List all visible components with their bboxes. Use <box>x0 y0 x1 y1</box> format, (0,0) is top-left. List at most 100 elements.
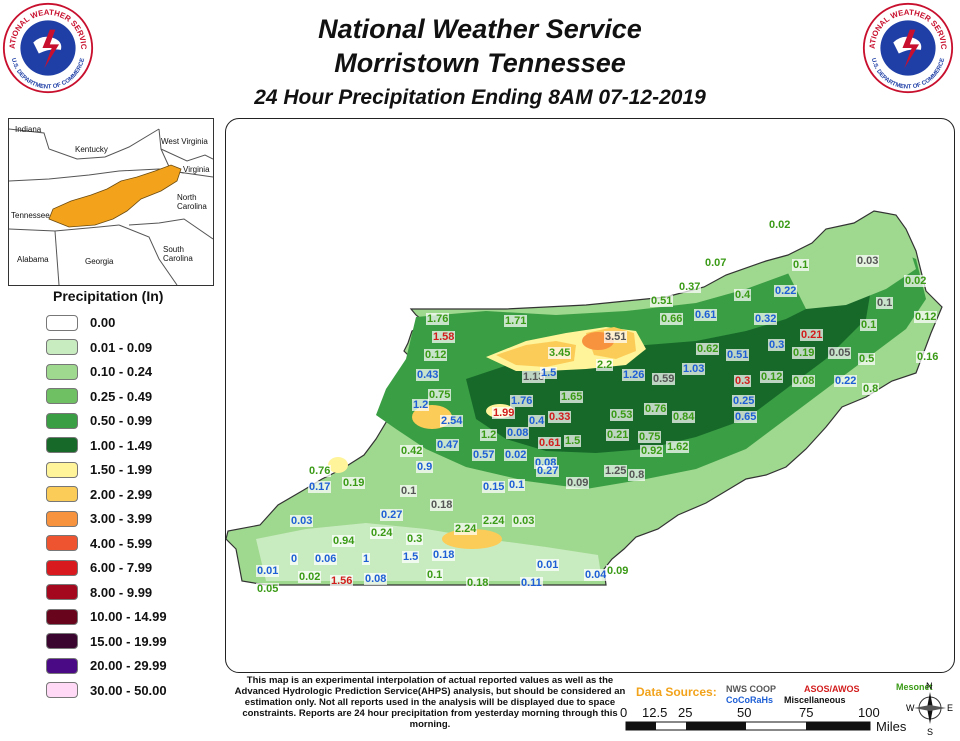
precip-observation: 0.02 <box>904 275 928 287</box>
precip-observation: 1.26 <box>622 369 646 381</box>
precip-observation: 0.18 <box>430 499 454 511</box>
precip-observation: 1.56 <box>330 575 354 587</box>
precip-observation: 0.17 <box>308 481 332 493</box>
precip-observation: 1.13 <box>522 371 546 383</box>
inset-label-west-virginia: West Virginia <box>161 137 208 146</box>
precip-observation: 3.51 <box>604 331 628 343</box>
precip-observation: 0.02 <box>298 571 322 583</box>
precip-observation: 1.65 <box>560 391 584 403</box>
precip-observation: 0.47 <box>436 439 460 451</box>
precip-observation: 0.75 <box>638 431 662 443</box>
precip-observation: 0.43 <box>416 369 440 381</box>
precip-observation: 0.19 <box>792 347 816 359</box>
scale-tick-100: 100 <box>858 705 880 720</box>
precip-observation: 0.94 <box>332 535 356 547</box>
nws-seal-right: NATIONAL WEATHER SERVICE U.S. DEPARTMENT… <box>862 2 954 94</box>
compass-s: S <box>927 727 933 736</box>
scale-tick-50: 50 <box>737 705 752 720</box>
source-cocorahs: CoCoRaHs <box>726 695 774 705</box>
legend-label: 0.10 - 0.24 <box>90 364 153 379</box>
precip-observation: 0.27 <box>536 465 560 477</box>
precip-observation: 0.12 <box>424 349 448 361</box>
area-150-199-west <box>328 457 348 473</box>
legend-swatch <box>46 535 78 551</box>
precip-observation: 0.12 <box>914 311 938 323</box>
precip-observation: 0.76 <box>644 403 668 415</box>
locator-inset-map: Indiana Kentucky West Virginia Virginia … <box>8 118 214 286</box>
legend-label: 6.00 - 7.99 <box>90 560 153 575</box>
precip-observation: 0.4 <box>528 415 546 427</box>
precip-observation: 1.58 <box>432 331 456 343</box>
precip-observation: 1.5 <box>402 551 420 563</box>
legend-item: 20.00 - 29.99 <box>46 656 167 675</box>
legend-item: 1.00 - 1.49 <box>46 436 152 455</box>
precip-observation: 0.59 <box>652 373 676 385</box>
data-sources-title: Data Sources: <box>636 685 717 699</box>
legend-swatch <box>46 412 78 429</box>
inset-label-north-carolina: North Carolina <box>177 193 207 211</box>
legend-swatch <box>46 608 78 625</box>
precip-observation: 1.62 <box>666 441 690 453</box>
legend-item: 3.00 - 3.99 <box>46 509 152 528</box>
legend-swatch <box>46 657 78 674</box>
precip-observation: 0.09 <box>606 565 630 577</box>
precip-observation: 0.08 <box>506 427 530 439</box>
precip-observation: 0.21 <box>606 429 630 441</box>
legend-label: 4.00 - 5.99 <box>90 535 153 551</box>
legend-item: 0.10 - 0.24 <box>46 362 152 381</box>
scale-tick-12-5: 12.5 <box>642 705 668 720</box>
legend-label: 10.00 - 14.99 <box>90 609 167 624</box>
map-shading <box>226 210 943 586</box>
precip-observation: 1.5 <box>540 367 558 379</box>
precip-observation: 0.08 <box>364 573 388 585</box>
precip-observation: 1 <box>362 553 371 565</box>
scale-bar <box>625 721 871 731</box>
precip-observation: 0.53 <box>610 409 634 421</box>
disclaimer-text: This map is an experimental interpolatio… <box>234 675 626 730</box>
legend-item: 10.00 - 14.99 <box>46 607 167 626</box>
legend-item: 8.00 - 9.99 <box>46 583 152 602</box>
precip-observation: 0.8 <box>862 383 880 395</box>
precip-observation: 0.8 <box>628 469 646 481</box>
precip-observation: 2.24 <box>482 515 506 527</box>
precip-observation: 0.1 <box>508 479 526 491</box>
legend-label: 1.00 - 1.49 <box>90 437 153 453</box>
precip-observation: 1.99 <box>492 407 516 419</box>
legend-item: 0.50 - 0.99 <box>46 411 152 430</box>
precip-observation: 0.02 <box>504 449 528 461</box>
inset-state-lines <box>9 128 213 285</box>
precip-observation: 1.2 <box>480 429 498 441</box>
title-line-2: Morristown Tennessee <box>334 48 626 78</box>
legend-item: 30.00 - 50.00 <box>46 681 167 700</box>
precip-observation: 0.05 <box>256 583 280 595</box>
precip-observation: 1.5 <box>564 435 582 447</box>
precip-observation: 0.25 <box>732 395 756 407</box>
inset-forecast-area <box>48 164 182 228</box>
legend-label: 20.00 - 29.99 <box>90 658 167 673</box>
precip-observation: 0.08 <box>792 375 816 387</box>
source-mesonet: Mesonet <box>896 682 933 692</box>
precip-observation: 0.51 <box>726 349 750 361</box>
precip-observation: 1.71 <box>504 315 528 327</box>
precip-observation: 0.3 <box>734 375 752 387</box>
precip-observation: 0.24 <box>370 527 394 539</box>
precip-observation: 0.09 <box>566 477 590 489</box>
precip-observation: 0.18 <box>466 577 490 589</box>
legend-label: 0.01 - 0.09 <box>90 339 153 355</box>
legend-swatch <box>46 584 78 600</box>
legend-swatch <box>46 486 78 502</box>
source-nws-coop: NWS COOP <box>726 684 777 694</box>
legend-item: 4.00 - 5.99 <box>46 534 152 553</box>
precip-observation: 1.03 <box>682 363 706 375</box>
precip-observation: 0.57 <box>472 449 496 461</box>
precip-observation: 0.3 <box>768 339 786 351</box>
precip-observation: 0.5 <box>858 353 876 365</box>
precip-observation: 0.06 <box>314 553 338 565</box>
precip-observation: 0.07 <box>704 257 728 269</box>
source-miscellaneous: Miscellaneous <box>784 695 846 705</box>
precip-observation: 3.45 <box>548 347 572 359</box>
legend-label: 0.50 - 0.99 <box>90 413 153 428</box>
precip-observation: 0.32 <box>754 313 778 325</box>
legend-swatch <box>46 682 78 698</box>
precip-observation: 0.62 <box>696 343 720 355</box>
